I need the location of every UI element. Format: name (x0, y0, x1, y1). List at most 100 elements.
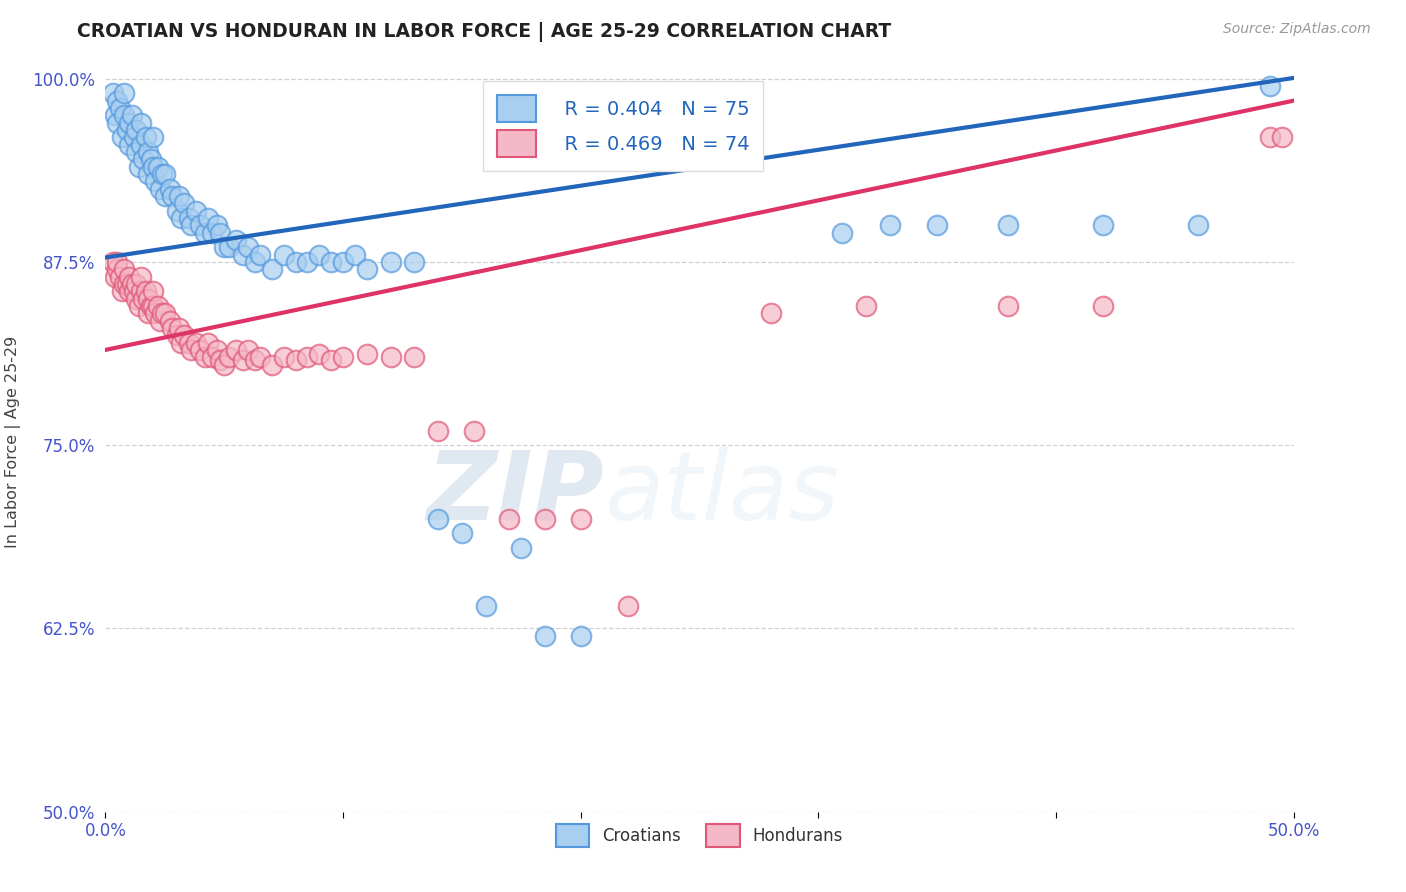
Point (236, 343, 259, 357)
Point (321, 255, 343, 269)
Point (759, 306, 782, 320)
Point (146, 299, 169, 313)
Point (427, 511, 450, 525)
Point (404, 350, 426, 364)
Point (115, 123, 138, 137)
Point (297, 350, 319, 364)
Point (297, 255, 319, 269)
Point (243, 255, 266, 269)
Point (218, 350, 240, 364)
Point (143, 174, 166, 188)
Point (166, 203, 188, 218)
Point (1271, 130, 1294, 145)
Point (142, 299, 165, 313)
Point (463, 424, 485, 438)
Point (146, 160, 169, 174)
Point (111, 285, 134, 299)
Point (177, 211, 200, 225)
Point (129, 116, 152, 130)
Point (343, 247, 366, 261)
Point (214, 240, 236, 254)
Point (284, 353, 307, 368)
Point (104, 269, 127, 284)
Point (260, 358, 283, 372)
Point (617, 599, 640, 614)
Point (121, 108, 143, 122)
Point (214, 358, 236, 372)
Point (197, 335, 219, 350)
Point (159, 181, 181, 195)
Y-axis label: In Labor Force | Age 25-29: In Labor Force | Age 25-29 (6, 335, 21, 548)
Point (101, 255, 124, 269)
Point (332, 350, 354, 364)
Point (118, 116, 141, 130)
Text: ZIP: ZIP (426, 447, 605, 540)
Point (128, 299, 150, 313)
Point (190, 343, 212, 357)
Point (170, 211, 193, 225)
Point (153, 167, 176, 181)
Point (1092, 219, 1115, 233)
Point (152, 306, 174, 320)
Point (879, 219, 901, 233)
Point (142, 285, 165, 299)
Text: Source: ZipAtlas.com: Source: ZipAtlas.com (1223, 22, 1371, 37)
Point (197, 211, 219, 225)
Point (569, 511, 592, 525)
Point (118, 269, 141, 284)
Point (143, 306, 166, 320)
Point (380, 255, 402, 269)
Point (225, 233, 247, 247)
Point (404, 255, 426, 269)
Point (534, 629, 557, 643)
Point (105, 116, 128, 130)
Point (208, 353, 231, 368)
Point (356, 347, 378, 361)
Point (997, 219, 1019, 233)
Point (180, 219, 202, 233)
Point (243, 353, 266, 368)
Point (201, 226, 224, 240)
Point (153, 306, 176, 320)
Point (321, 353, 343, 368)
Point (205, 343, 228, 357)
Point (427, 424, 450, 438)
Point (273, 350, 295, 364)
Point (498, 511, 520, 525)
Legend: Croatians, Hondurans: Croatians, Hondurans (544, 812, 855, 859)
Point (139, 299, 162, 313)
Point (149, 313, 172, 327)
Point (855, 299, 877, 313)
Point (105, 94, 128, 108)
Point (118, 285, 141, 299)
Point (194, 226, 217, 240)
Point (308, 247, 330, 261)
Point (332, 255, 354, 269)
Point (232, 247, 254, 261)
Point (136, 292, 159, 306)
Point (194, 350, 217, 364)
Point (128, 160, 150, 174)
Point (122, 130, 145, 145)
Point (125, 277, 148, 291)
Point (170, 335, 193, 350)
Point (111, 130, 134, 145)
Point (139, 153, 162, 167)
Point (132, 292, 155, 306)
Point (136, 167, 159, 181)
Point (153, 189, 176, 203)
Point (380, 350, 402, 364)
Point (232, 353, 254, 368)
Point (308, 347, 330, 361)
Point (108, 269, 131, 284)
Point (184, 335, 207, 350)
Point (569, 629, 592, 643)
Text: atlas: atlas (605, 447, 839, 540)
Point (108, 101, 131, 115)
Point (190, 219, 212, 233)
Point (125, 145, 148, 159)
Point (284, 255, 307, 269)
Point (160, 189, 183, 203)
Point (135, 130, 157, 145)
Point (159, 313, 181, 327)
